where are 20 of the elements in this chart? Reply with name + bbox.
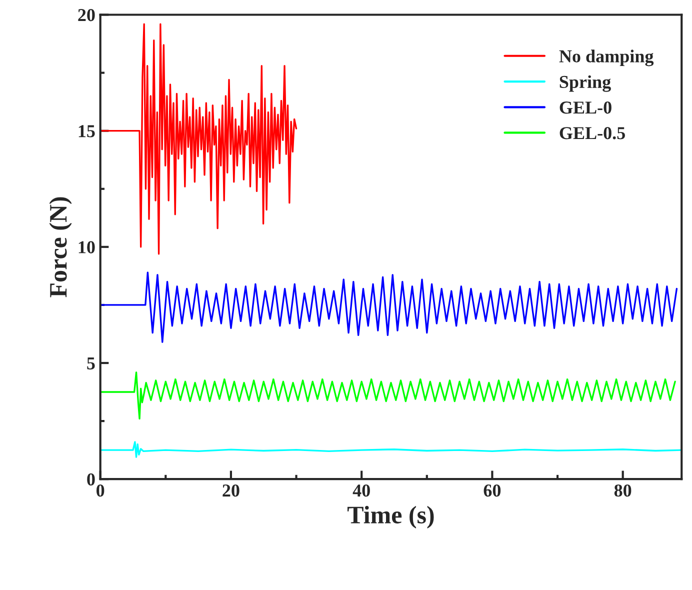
legend-label: GEL-0.5	[560, 127, 625, 140]
y-tick-label: 20	[78, 9, 95, 22]
y-tick-label: 0	[87, 473, 95, 486]
line-series	[100, 371, 676, 420]
y-tick-label: 15	[78, 125, 95, 138]
legend-label: GEL-0	[560, 102, 612, 114]
line-series	[100, 441, 682, 458]
x-tick-label: 60	[484, 484, 501, 497]
legend-label: Spring	[560, 75, 611, 92]
x-tick-label: 0	[96, 484, 104, 497]
x-axis-title: Time (s)	[348, 506, 434, 529]
line-series	[100, 23, 298, 255]
y-tick-label: 5	[87, 357, 95, 370]
x-tick-label: 80	[614, 484, 632, 497]
line-series	[100, 272, 678, 343]
y-tick-label: 10	[78, 241, 95, 254]
x-tick-label: 40	[352, 484, 370, 497]
legend-label: No damping	[559, 50, 654, 66]
y-axis-title: Force (N)	[49, 197, 72, 298]
x-tick-label: 20	[222, 484, 240, 497]
